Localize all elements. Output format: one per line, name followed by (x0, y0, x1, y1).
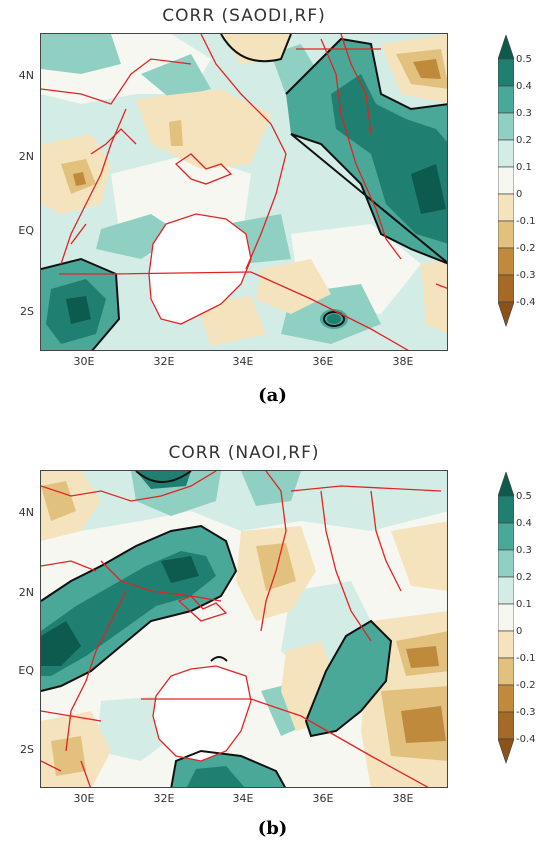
panel-a-title: CORR (SAODI,RF) (162, 6, 326, 26)
panel-a-cbar-label: 0.1 (516, 162, 532, 173)
panel-a-cbar-label: -0.2 (516, 243, 536, 254)
panel-a-caption: (a) (258, 385, 287, 406)
panel-b-cbar-label: 0.4 (516, 518, 532, 529)
panel-b-colorbar (498, 472, 514, 790)
panel-b-cbar-label: -0.1 (516, 653, 536, 664)
panel-a-cbar-label: 0.2 (516, 135, 532, 146)
panel-b-ytick-2s: 2S (20, 743, 34, 756)
panel-b-ytick-4n: 4N (18, 506, 34, 519)
panel-a-xtick-30e: 30E (73, 355, 95, 368)
panel-a-colorbar (498, 35, 514, 353)
panel-b-xtick-32e: 32E (153, 792, 175, 805)
panel-a-cbar-label: -0.1 (516, 216, 536, 227)
panel-b-cbar-label: -0.2 (516, 680, 536, 691)
panel-b-map (40, 470, 448, 788)
panel-b-xtick-30e: 30E (73, 792, 95, 805)
panel-b-xtick-36e: 36E (312, 792, 334, 805)
panel-a-map (40, 33, 448, 351)
panel-b-cbar-label: 0.5 (516, 491, 532, 502)
panel-a-xtick-34e: 34E (232, 355, 254, 368)
panel-b-cbar-label: 0.3 (516, 545, 532, 556)
panel-a-cbar-label: 0 (516, 189, 523, 200)
panel-b-ytick-eq: EQ (18, 664, 34, 677)
panel-a-ytick-4n: 4N (18, 69, 34, 82)
panel-a-cbar-label: 0.4 (516, 81, 532, 92)
panel-a-ytick-2n: 2N (18, 150, 34, 163)
panel-a-ytick-eq: EQ (18, 224, 34, 237)
panel-a-xtick-32e: 32E (153, 355, 175, 368)
panel-b-cbar-label: -0.4 (516, 734, 536, 745)
panel-a-cbar-label: -0.3 (516, 270, 536, 281)
panel-b-cbar-label: -0.3 (516, 707, 536, 718)
panel-b-caption: (b) (257, 818, 288, 839)
panel-b-xtick-38e: 38E (392, 792, 414, 805)
panel-b-map-svg (41, 471, 447, 787)
panel-b-cbar-label: 0.2 (516, 572, 532, 583)
panel-a-map-svg (41, 34, 447, 350)
panel-a-cbar-label: 0.3 (516, 108, 532, 119)
panel-a-ytick-2s: 2S (20, 305, 34, 318)
panel-a-xtick-36e: 36E (312, 355, 334, 368)
panel-a-cbar-label: 0.5 (516, 54, 532, 65)
panel-b-cbar-label: 0 (516, 626, 523, 637)
panel-b-cbar-label: 0.1 (516, 599, 532, 610)
panel-b-title: CORR (NAOI,RF) (168, 443, 320, 463)
panel-a-cbar-label: -0.4 (516, 297, 536, 308)
panel-a-xtick-38e: 38E (392, 355, 414, 368)
panel-b-xtick-34e: 34E (232, 792, 254, 805)
panel-b-ytick-2n: 2N (18, 586, 34, 599)
